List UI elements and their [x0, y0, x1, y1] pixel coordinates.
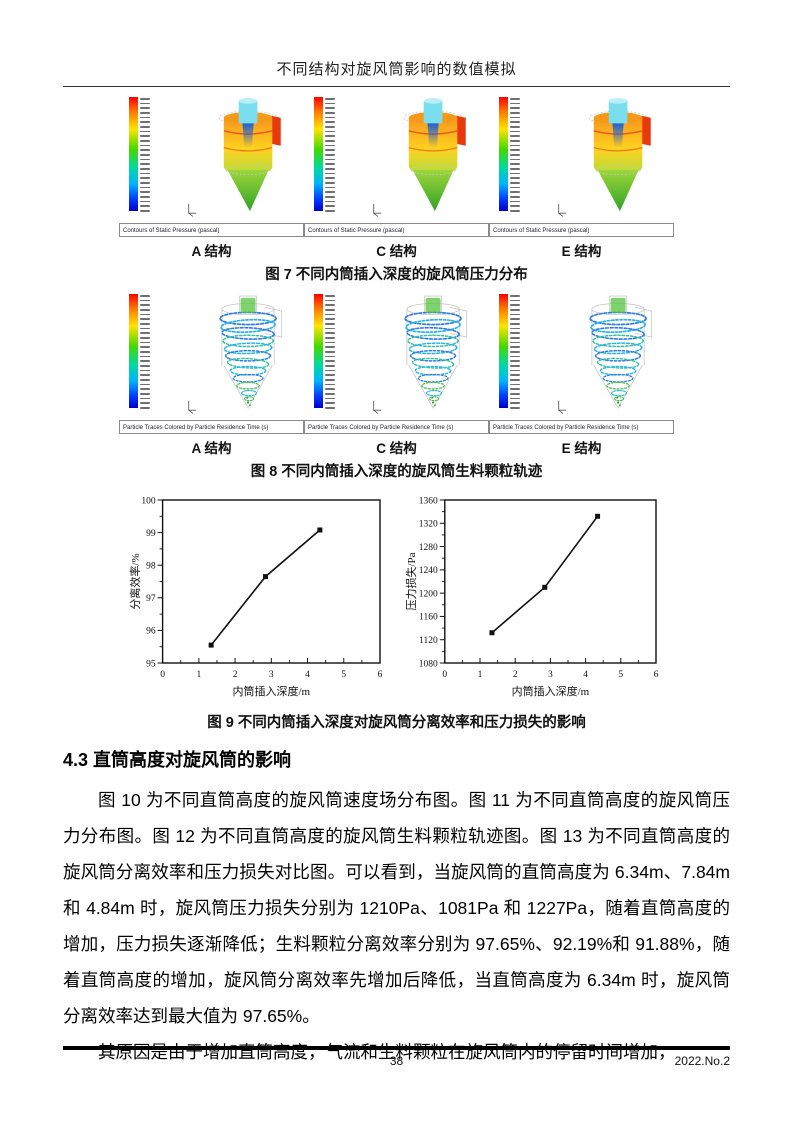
panel-footer-text: Particle Traces Colored by Particle Resi… — [304, 420, 489, 434]
figure8-caption: 图 8 不同内筒插入深度的旋风筒生料颗粒轨迹 — [250, 464, 543, 480]
panel-label: A 结构 — [191, 244, 232, 259]
svg-text:1160: 1160 — [419, 613, 438, 623]
panel-label: A 结构 — [191, 441, 232, 456]
svg-text:100: 100 — [141, 496, 156, 506]
figure8-panel-a: Particle Traces Colored by Particle Resi… — [119, 288, 304, 434]
figure8-panels: Particle Traces Colored by Particle Resi… — [63, 288, 730, 434]
figure8-panel-e: Particle Traces Colored by Particle Resi… — [489, 288, 674, 434]
panel-footer-text: Contours of Static Pressure (pascal) — [489, 223, 674, 237]
body-paragraph-1: 图 10 为不同直筒高度的旋风筒速度场分布图。图 11 为不同直筒高度的旋风筒压… — [63, 790, 730, 1026]
figure8-panel-c: Particle Traces Colored by Particle Resi… — [304, 288, 489, 434]
figure8-panel-labels: A 结构 C 结构 E 结构 — [63, 437, 730, 457]
section-heading: 4.3 直筒高度对旋风筒的影响 — [63, 750, 292, 770]
particle-trace-render — [577, 292, 661, 414]
svg-text:97: 97 — [146, 594, 156, 604]
svg-text:6: 6 — [377, 670, 382, 680]
svg-text:1: 1 — [196, 670, 201, 680]
panel-label: E 结构 — [561, 441, 602, 456]
svg-text:96: 96 — [146, 627, 156, 637]
colorbar-tick-labels — [510, 97, 520, 213]
svg-text:2: 2 — [232, 670, 237, 680]
axis-triad-icon — [185, 202, 198, 217]
svg-text:2: 2 — [512, 670, 517, 680]
figure7-panel-labels: A 结构 C 结构 E 结构 — [63, 240, 730, 260]
panel-footer-text: Contours of Static Pressure (pascal) — [304, 223, 489, 237]
residence-time-colorbar — [129, 294, 150, 410]
svg-text:分离效率/%: 分离效率/% — [128, 553, 142, 609]
figure9-block: 0 1 2 3 4 5 6 95 96 97 98 99 100 内筒插入深度/m 分离效率/% 0 1 2 3 4… — [63, 491, 730, 732]
header-rule — [63, 86, 730, 87]
figure7-caption: 图 7 不同内筒插入深度的旋风筒压力分布 — [265, 267, 528, 283]
svg-text:1120: 1120 — [419, 636, 438, 646]
figure9-charts: 0 1 2 3 4 5 6 95 96 97 98 99 100 内筒插入深度/m 分离效率/% 0 1 2 3 4… — [63, 491, 730, 708]
pressure-loss-chart: 0 1 2 3 4 5 6 1080 1120 1160 1200 1240 1280 1320 1360 内… — [404, 491, 666, 708]
svg-text:6: 6 — [653, 670, 658, 680]
axis-triad-icon — [370, 202, 383, 217]
panel-label: E 结构 — [561, 244, 602, 259]
svg-text:5: 5 — [341, 670, 346, 680]
panel-label: C 结构 — [376, 441, 417, 456]
figure7-panel-a: Contours of Static Pressure (pascal) — [119, 91, 304, 237]
svg-text:5: 5 — [618, 670, 623, 680]
figure7-panel-c: Contours of Static Pressure (pascal) — [304, 91, 489, 237]
pressure-colorbar — [314, 97, 335, 213]
colorbar-tick-labels — [325, 294, 335, 410]
svg-text:压力损失/Pa: 压力损失/Pa — [404, 552, 418, 610]
svg-text:1240: 1240 — [418, 566, 437, 576]
svg-text:4: 4 — [583, 670, 588, 680]
cyclone-pressure-render — [392, 95, 476, 217]
pressure-colorbar — [499, 97, 520, 213]
svg-text:99: 99 — [146, 529, 156, 539]
svg-text:0: 0 — [442, 670, 447, 680]
svg-text:95: 95 — [146, 659, 156, 669]
svg-text:1360: 1360 — [418, 496, 437, 506]
page-number: 38 — [389, 1054, 404, 1068]
residence-time-colorbar — [499, 294, 520, 410]
cyclone-pressure-render — [577, 95, 661, 217]
figure9-caption: 图 9 不同内筒插入深度对旋风筒分离效率和压力损失的影响 — [207, 715, 586, 731]
footer-rule — [63, 1046, 730, 1050]
panel-label: C 结构 — [376, 244, 417, 259]
colorbar-tick-labels — [510, 294, 520, 410]
particle-trace-render — [207, 292, 291, 414]
figure7-panel-e: Contours of Static Pressure (pascal) — [489, 91, 674, 237]
colorbar-tick-labels — [325, 97, 335, 213]
svg-text:1200: 1200 — [418, 589, 437, 599]
figure7-panels: Contours of Static Pressure (pascal) Con… — [63, 91, 730, 237]
svg-text:1280: 1280 — [418, 543, 437, 553]
axis-triad-icon — [555, 202, 568, 217]
svg-text:98: 98 — [146, 562, 156, 572]
cyclone-pressure-render — [207, 95, 291, 217]
svg-text:内筒插入深度/m: 内筒插入深度/m — [232, 684, 310, 698]
svg-text:0: 0 — [160, 670, 165, 680]
axis-triad-icon — [185, 399, 198, 414]
svg-text:内筒插入深度/m: 内筒插入深度/m — [511, 684, 589, 698]
svg-text:3: 3 — [268, 670, 273, 680]
colorbar-tick-labels — [140, 294, 150, 410]
axis-triad-icon — [555, 399, 568, 414]
axis-triad-icon — [370, 399, 383, 414]
figure7-block: Contours of Static Pressure (pascal) Con… — [63, 91, 730, 284]
pressure-colorbar — [129, 97, 150, 213]
svg-text:1320: 1320 — [418, 520, 437, 530]
svg-text:3: 3 — [548, 670, 553, 680]
particle-trace-render — [392, 292, 476, 414]
issue-label: 2022.No.2 — [674, 1054, 730, 1068]
page-footer: 38 2022.No.2 — [63, 1046, 730, 1068]
panel-footer-text: Contours of Static Pressure (pascal) — [119, 223, 304, 237]
panel-footer-text: Particle Traces Colored by Particle Resi… — [489, 420, 674, 434]
panel-footer-text: Particle Traces Colored by Particle Resi… — [119, 420, 304, 434]
svg-text:4: 4 — [305, 670, 310, 680]
page-title: 不同结构对旋风筒影响的数值模拟 — [276, 61, 517, 78]
svg-text:1: 1 — [477, 670, 482, 680]
colorbar-tick-labels — [140, 97, 150, 213]
residence-time-colorbar — [314, 294, 335, 410]
figure8-block: Particle Traces Colored by Particle Resi… — [63, 288, 730, 481]
separation-efficiency-chart: 0 1 2 3 4 5 6 95 96 97 98 99 100 内筒插入深度/m 分离效率/% — [128, 491, 390, 708]
svg-text:1080: 1080 — [418, 659, 437, 669]
